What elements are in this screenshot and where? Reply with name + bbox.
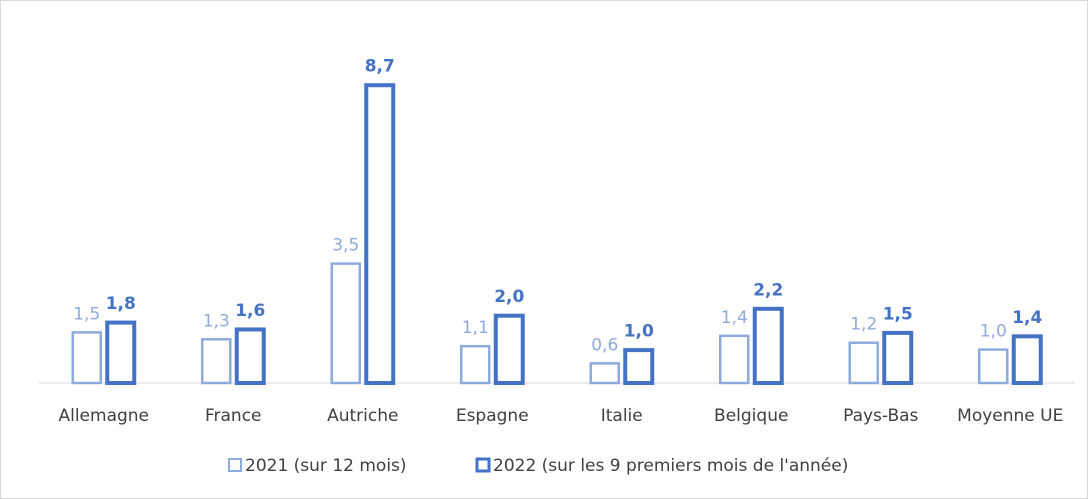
x-tick-label: France xyxy=(205,406,262,426)
bar xyxy=(882,330,914,385)
bar xyxy=(1011,334,1043,385)
value-label: 1,0 xyxy=(624,322,654,342)
bar xyxy=(623,348,655,386)
bar xyxy=(752,306,784,386)
bar xyxy=(201,338,232,385)
legend-label: 2022 (sur les 9 premiers mois de l'année… xyxy=(493,456,848,476)
value-label: 2,2 xyxy=(753,280,783,300)
x-tick-label: Italie xyxy=(601,406,643,426)
value-label: 8,7 xyxy=(365,57,395,77)
value-label: 1,8 xyxy=(106,294,136,314)
bar xyxy=(719,334,750,385)
bar xyxy=(105,320,137,385)
bar xyxy=(848,341,879,385)
value-label: 1,1 xyxy=(462,318,489,338)
bar xyxy=(234,327,266,385)
x-tick-label: Allemagne xyxy=(58,406,149,426)
value-label: 1,5 xyxy=(73,304,100,324)
x-tick-label: Belgique xyxy=(714,406,788,426)
bar xyxy=(978,348,1009,385)
value-label: 3,5 xyxy=(332,236,359,256)
bar xyxy=(330,262,361,385)
bar xyxy=(493,313,525,386)
bar xyxy=(71,331,102,385)
value-label: 1,4 xyxy=(721,308,748,328)
value-label: 1,5 xyxy=(883,304,913,324)
x-tick-label: Pays-Bas xyxy=(843,406,918,426)
legend-swatch xyxy=(475,457,491,473)
x-tick-label: Autriche xyxy=(327,406,398,426)
x-tick-label: Espagne xyxy=(456,406,529,426)
value-label: 1,4 xyxy=(1012,308,1042,328)
value-label: 1,2 xyxy=(850,315,877,335)
value-label: 1,3 xyxy=(203,311,230,331)
x-tick-label: Moyenne UE xyxy=(957,406,1063,426)
value-label: 1,0 xyxy=(980,322,1007,342)
value-label: 1,6 xyxy=(235,301,265,321)
legend-swatch xyxy=(228,458,242,472)
legend-label: 2021 (sur 12 mois) xyxy=(245,456,407,476)
bar xyxy=(364,83,396,385)
value-label: 0,6 xyxy=(591,335,618,355)
bar xyxy=(460,344,491,385)
value-label: 2,0 xyxy=(494,287,524,307)
bar xyxy=(589,362,620,385)
